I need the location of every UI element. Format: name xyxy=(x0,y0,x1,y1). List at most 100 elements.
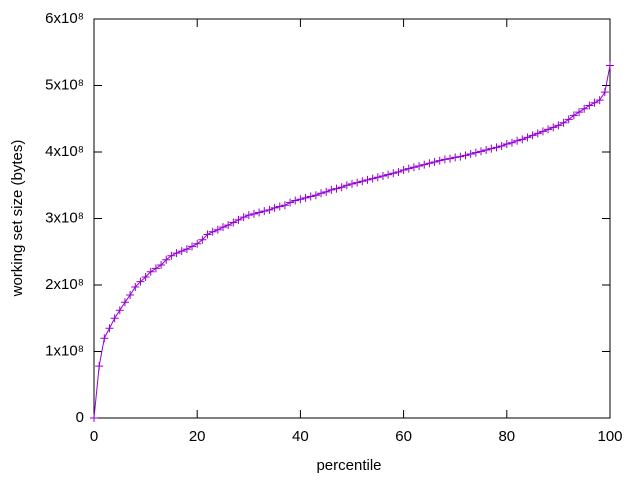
y-tick-label: 4x10⁸ xyxy=(45,143,84,160)
point-marker xyxy=(523,133,532,142)
point-marker xyxy=(580,104,589,113)
point-marker xyxy=(430,157,439,166)
point-marker xyxy=(141,273,150,282)
point-marker xyxy=(317,189,326,198)
point-marker xyxy=(95,362,104,371)
point-marker xyxy=(538,127,547,136)
point-marker xyxy=(162,255,171,264)
point-marker xyxy=(342,181,351,190)
point-marker xyxy=(265,205,274,214)
point-marker xyxy=(286,198,295,207)
x-tick-label: 20 xyxy=(189,428,206,445)
point-marker xyxy=(466,149,475,158)
y-tick-label: 2x10⁸ xyxy=(45,276,84,293)
point-marker xyxy=(110,314,119,323)
point-marker xyxy=(549,123,558,132)
point-marker xyxy=(177,247,186,256)
point-marker xyxy=(193,239,202,248)
point-marker xyxy=(239,213,248,222)
point-marker xyxy=(497,142,506,151)
x-tick-label: 80 xyxy=(498,428,515,445)
point-marker xyxy=(554,121,563,130)
data-line xyxy=(93,65,611,419)
point-marker xyxy=(564,115,573,124)
point-marker xyxy=(394,167,403,176)
point-marker xyxy=(229,218,238,227)
point-marker xyxy=(409,163,418,172)
point-marker xyxy=(188,242,197,251)
point-marker xyxy=(208,227,217,236)
point-marker xyxy=(435,156,444,165)
point-marker xyxy=(100,334,109,343)
point-marker xyxy=(446,154,455,163)
point-marker xyxy=(415,161,424,170)
point-marker xyxy=(224,221,233,230)
point-marker xyxy=(136,277,145,286)
point-marker xyxy=(131,282,140,291)
plot-border xyxy=(93,18,611,419)
point-marker xyxy=(280,201,289,210)
x-tick-label: 0 xyxy=(90,428,98,445)
point-marker xyxy=(585,101,594,110)
point-marker xyxy=(296,195,305,204)
point-marker xyxy=(358,177,367,186)
point-marker xyxy=(363,175,372,184)
point-marker xyxy=(502,140,511,149)
y-tick-label: 0 xyxy=(76,409,84,426)
point-marker xyxy=(420,160,429,169)
point-marker xyxy=(544,125,553,134)
point-marker xyxy=(348,179,356,188)
point-marker xyxy=(471,148,480,157)
point-marker xyxy=(275,202,284,211)
point-marker xyxy=(270,203,279,212)
point-marker xyxy=(115,306,124,315)
point-marker xyxy=(606,61,614,70)
x-tick-label: 60 xyxy=(395,428,412,445)
y-axis-label: working set size (bytes) xyxy=(9,140,26,298)
point-marker xyxy=(244,211,253,220)
point-marker xyxy=(404,164,413,173)
point-marker xyxy=(182,245,191,254)
point-marker xyxy=(249,209,258,218)
point-marker xyxy=(533,129,542,138)
x-tick-label: 100 xyxy=(597,428,622,445)
point-marker xyxy=(528,131,537,140)
point-marker xyxy=(451,153,460,162)
point-marker xyxy=(90,414,98,422)
point-marker xyxy=(575,108,584,117)
point-marker xyxy=(172,249,181,258)
point-marker xyxy=(198,235,207,244)
point-marker xyxy=(384,170,393,179)
point-marker xyxy=(461,151,470,160)
x-axis-label: percentile xyxy=(316,457,381,474)
point-marker xyxy=(327,185,336,194)
point-marker xyxy=(234,215,243,224)
point-marker xyxy=(151,264,160,273)
point-marker xyxy=(291,196,300,205)
point-marker xyxy=(513,136,522,145)
point-marker xyxy=(167,251,176,260)
point-marker xyxy=(569,111,578,120)
point-marker xyxy=(368,174,377,183)
point-marker xyxy=(301,193,310,202)
point-marker xyxy=(203,230,212,239)
point-marker xyxy=(337,183,346,192)
point-marker xyxy=(255,208,264,217)
point-marker xyxy=(260,207,269,216)
point-marker xyxy=(399,165,408,174)
y-tick-label: 3x10⁸ xyxy=(45,209,84,226)
point-marker xyxy=(332,184,341,193)
point-marker xyxy=(477,147,485,156)
point-marker xyxy=(389,169,398,178)
point-marker xyxy=(595,96,604,105)
point-marker xyxy=(213,225,222,234)
point-marker xyxy=(507,138,516,147)
point-marker xyxy=(482,146,491,155)
point-marker xyxy=(600,88,609,97)
x-tick-label: 40 xyxy=(292,428,309,445)
point-marker xyxy=(373,173,382,182)
point-marker xyxy=(559,118,568,127)
point-marker xyxy=(353,178,362,187)
